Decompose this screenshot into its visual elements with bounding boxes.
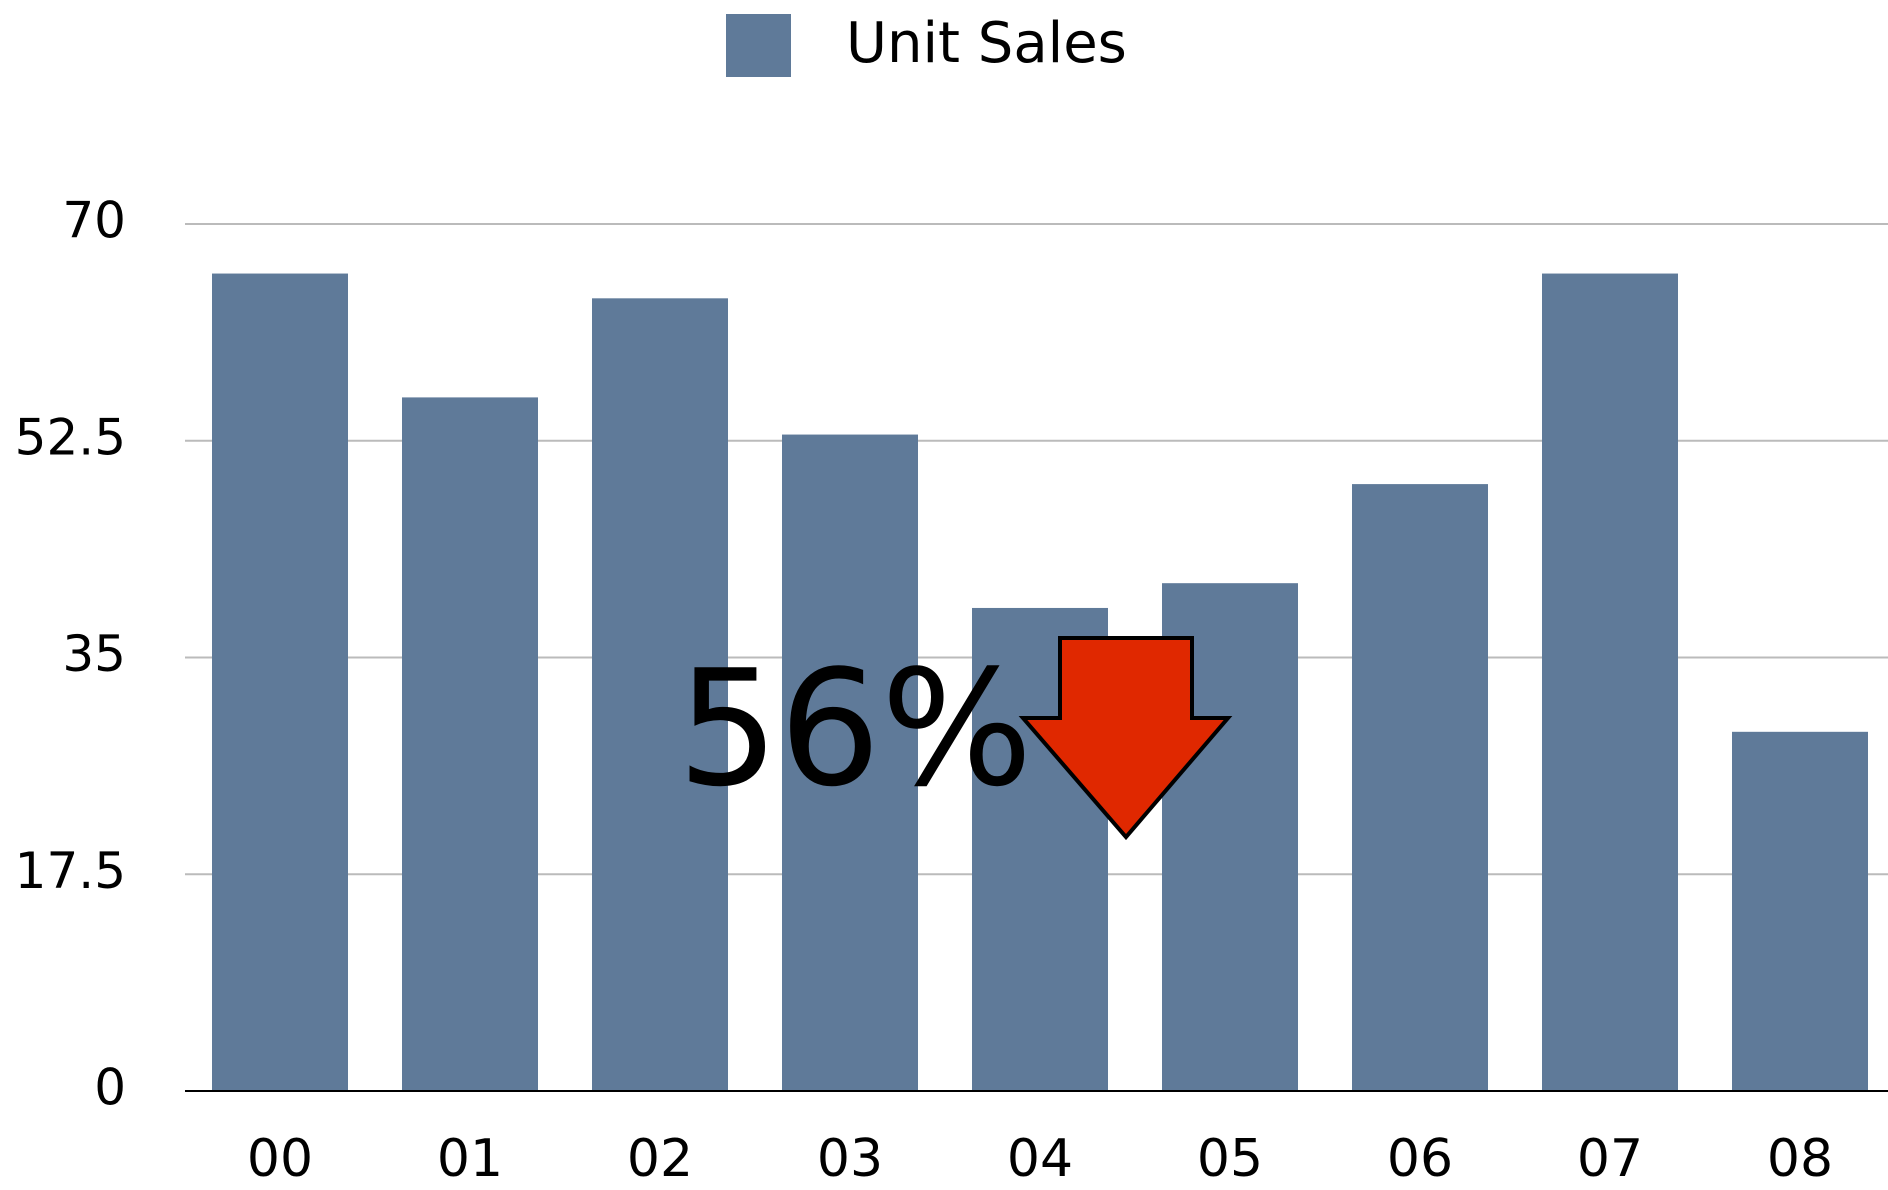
y-tick-label: 70 [62, 192, 126, 250]
x-tick-label: 01 [437, 1129, 503, 1189]
bar [1352, 484, 1488, 1092]
x-tick-label: 00 [247, 1129, 313, 1189]
y-tick-label: 35 [62, 625, 126, 683]
legend-swatch [726, 14, 791, 77]
y-tick-label: 52.5 [15, 408, 126, 466]
x-tick-label: 06 [1387, 1129, 1453, 1189]
legend-label: Unit Sales [846, 11, 1127, 76]
x-tick-label: 02 [627, 1129, 693, 1189]
x-tick-label: 07 [1577, 1129, 1643, 1189]
bar [402, 397, 538, 1091]
y-tick-label: 17.5 [15, 842, 126, 900]
bar [212, 273, 348, 1091]
bar [592, 298, 728, 1091]
x-tick-label: 03 [817, 1129, 883, 1189]
down-arrow [1018, 636, 1233, 841]
bar [1542, 273, 1678, 1091]
bar [782, 434, 918, 1091]
bar [1732, 731, 1868, 1091]
annotation: 56% [677, 635, 1033, 822]
x-tick-label: 05 [1197, 1129, 1263, 1189]
x-tick-label: 04 [1007, 1129, 1073, 1189]
x-tick-label: 08 [1767, 1129, 1833, 1189]
y-tick-label: 0 [94, 1059, 126, 1117]
